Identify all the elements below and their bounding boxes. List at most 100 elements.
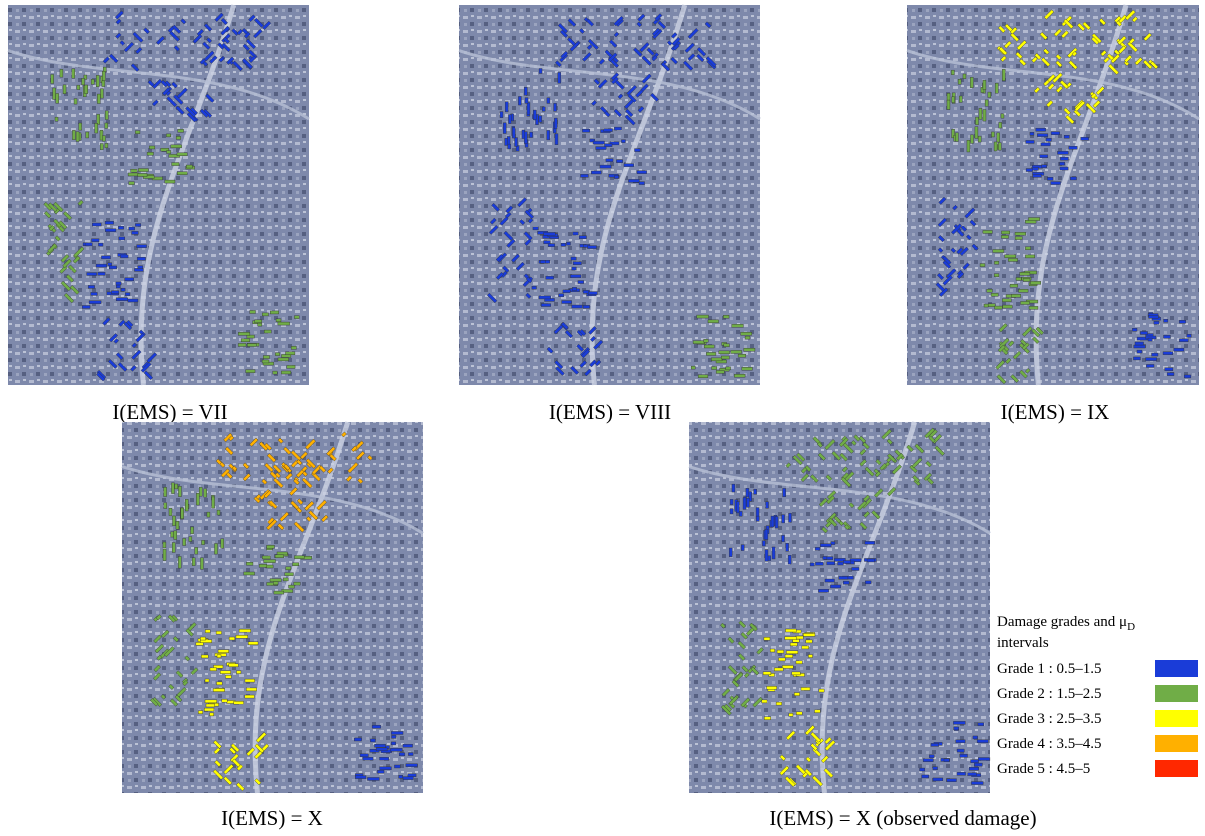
building	[746, 498, 749, 507]
building	[929, 755, 934, 758]
building	[1060, 157, 1068, 160]
building	[554, 118, 557, 129]
building	[1174, 348, 1184, 351]
building	[1029, 306, 1038, 309]
building	[218, 650, 229, 653]
building	[995, 306, 1003, 309]
building	[954, 727, 959, 730]
building	[1008, 258, 1017, 261]
building	[505, 138, 508, 145]
building	[377, 770, 384, 773]
building	[726, 367, 731, 370]
building	[971, 782, 983, 785]
building	[571, 257, 576, 260]
building	[1148, 338, 1152, 341]
building	[367, 777, 379, 780]
building	[1064, 135, 1069, 138]
building	[149, 146, 155, 149]
building	[716, 370, 724, 373]
building	[391, 731, 403, 734]
legend-swatch	[1155, 735, 1198, 752]
building	[764, 637, 770, 640]
building	[614, 127, 621, 130]
building	[558, 72, 561, 83]
building	[285, 352, 294, 355]
building	[776, 702, 782, 705]
building	[55, 117, 58, 121]
building	[53, 88, 56, 100]
building	[1001, 235, 1008, 238]
building	[97, 114, 100, 124]
building	[372, 725, 381, 728]
building	[51, 74, 54, 83]
building	[1016, 277, 1021, 280]
building	[100, 89, 103, 98]
building	[827, 562, 835, 565]
building	[246, 562, 253, 565]
building	[789, 513, 792, 522]
panel-caption: I(EMS) = IX	[1001, 400, 1110, 424]
building	[204, 708, 214, 711]
building	[968, 773, 977, 776]
building	[825, 579, 834, 582]
legend-label: Grade 4 : 3.5–4.5	[997, 736, 1102, 752]
building	[1025, 247, 1030, 250]
building	[60, 69, 63, 77]
building	[181, 508, 184, 518]
building	[547, 98, 550, 104]
building	[238, 343, 246, 346]
building	[570, 275, 581, 278]
building	[275, 353, 279, 356]
building	[399, 753, 405, 756]
building	[843, 561, 850, 564]
building	[786, 543, 789, 551]
building	[1028, 218, 1039, 221]
building	[263, 356, 269, 359]
map-panel	[122, 422, 423, 793]
map-panel	[8, 5, 309, 385]
building	[508, 115, 511, 124]
building	[201, 655, 208, 658]
building	[1002, 69, 1005, 80]
building	[544, 241, 551, 244]
building	[746, 488, 749, 497]
building	[933, 767, 938, 770]
building	[238, 332, 250, 335]
building	[983, 110, 986, 122]
building	[544, 232, 556, 235]
building	[559, 294, 564, 297]
building	[1060, 162, 1065, 165]
building	[970, 77, 973, 87]
building	[579, 236, 586, 239]
building	[1033, 174, 1042, 177]
building	[794, 693, 799, 696]
building	[1041, 143, 1050, 146]
building	[1042, 165, 1047, 168]
building	[245, 679, 255, 682]
building	[588, 292, 597, 295]
building	[991, 132, 994, 137]
building	[994, 142, 997, 151]
building	[978, 723, 984, 726]
building	[79, 123, 82, 130]
building	[72, 130, 75, 139]
building	[120, 255, 128, 258]
legend-label: Grade 2 : 1.5–2.5	[997, 686, 1102, 702]
building	[1023, 278, 1030, 281]
building	[406, 764, 418, 767]
building	[74, 99, 77, 105]
building	[736, 502, 739, 513]
building	[503, 123, 506, 134]
building	[293, 563, 299, 566]
building	[969, 767, 978, 770]
building	[978, 136, 981, 142]
building	[1001, 114, 1004, 118]
building	[708, 320, 719, 323]
building	[1164, 319, 1168, 322]
building	[116, 282, 121, 285]
building	[178, 556, 181, 568]
building	[721, 356, 729, 359]
building	[1002, 299, 1011, 302]
building	[693, 341, 705, 344]
building	[920, 768, 925, 771]
